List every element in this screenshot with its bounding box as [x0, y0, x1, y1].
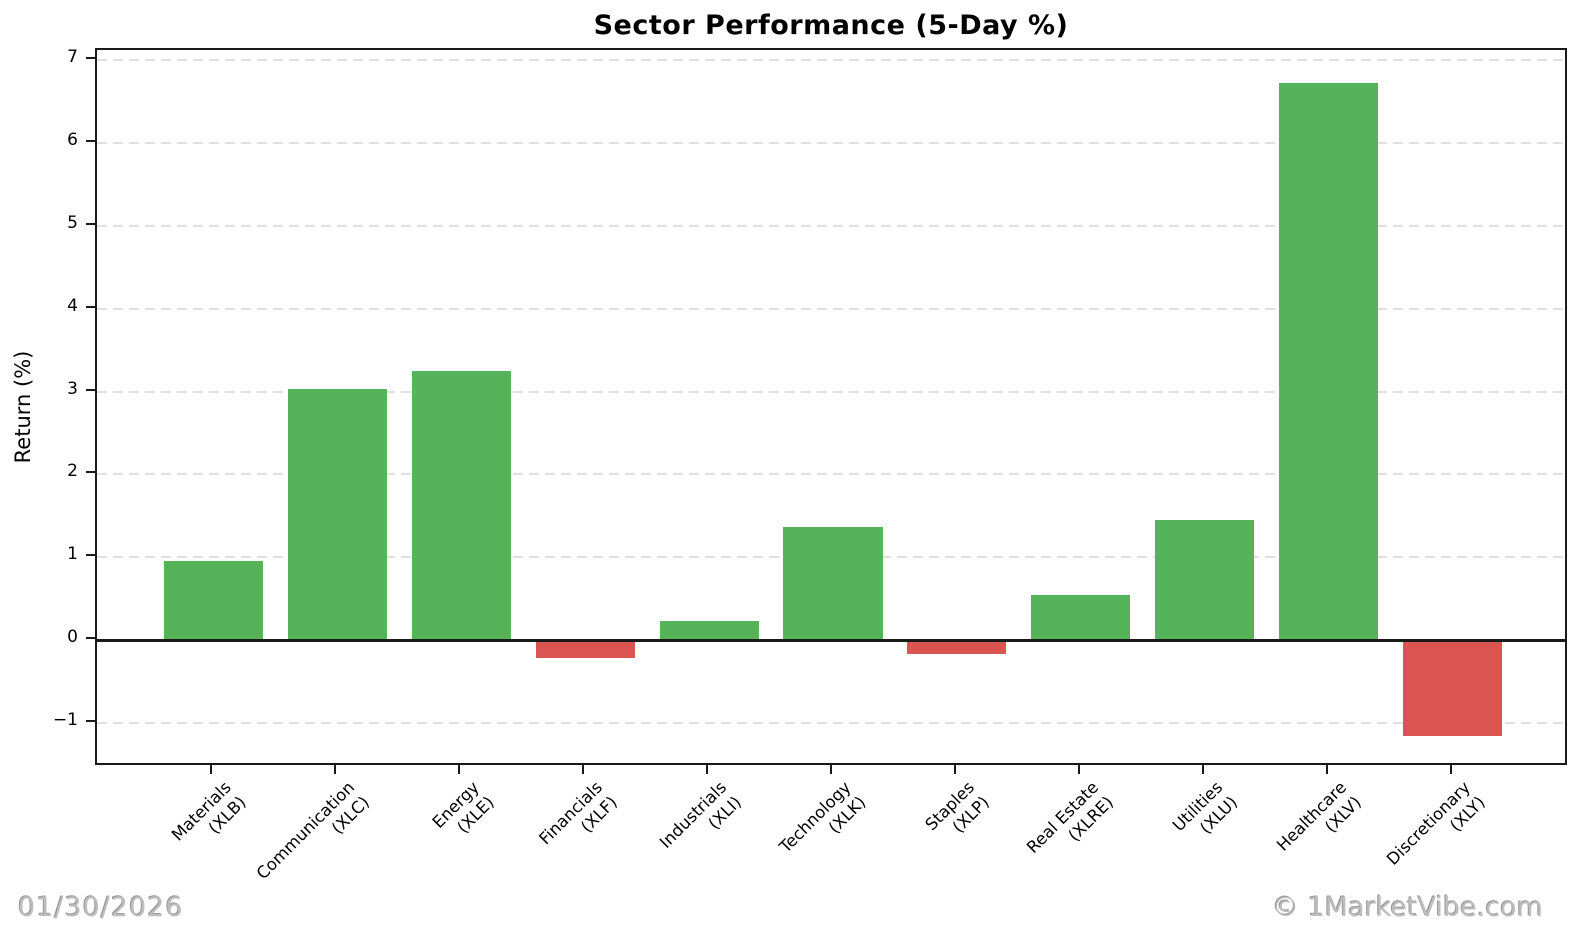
x-tick [830, 765, 832, 774]
x-tick-label-communication-xlc: Communication (XLC) [253, 777, 374, 884]
gridline-y--1 [97, 722, 1565, 725]
bar-technology-xlk [783, 527, 883, 641]
x-tick-label-staples-xlp: Staples (XLP) [921, 777, 993, 837]
x-tick [210, 765, 213, 774]
y-tick [86, 720, 95, 723]
bar-materials-xlb [163, 561, 264, 641]
bar-energy-xle [411, 370, 511, 641]
y-tick-label: 3 [67, 378, 78, 399]
chart-title: Sector Performance (5-Day %) [593, 10, 1069, 41]
chart-date: 01/30/2026 [18, 892, 184, 923]
bar-healthcare-xlv [1279, 83, 1379, 641]
y-tick [86, 388, 95, 391]
x-tick-label-healthcare-xlv: Healthcare (XLV) [1272, 777, 1365, 855]
x-tick [706, 765, 709, 774]
x-tick-label-technology-xlk: Technology (XLK) [775, 777, 869, 857]
x-tick-label-materials-xlb: Materials (XLB) [167, 777, 250, 845]
x-tick-label-industrials-xli: Industrials (XLI) [656, 777, 746, 852]
x-tick [458, 765, 461, 774]
gridline-y-5 [97, 224, 1565, 227]
watermark: © 1MarketVibe.com [1272, 892, 1543, 923]
y-tick [86, 305, 95, 308]
plot-area [95, 48, 1567, 765]
gridline-y-3 [97, 390, 1565, 393]
bar-utilities-xlu [1155, 519, 1255, 641]
y-tick-label: 4 [67, 295, 78, 316]
x-tick [1077, 765, 1080, 774]
gridline-y-7 [97, 58, 1565, 61]
bar-staples-xlp [907, 640, 1007, 655]
gridline-y-2 [97, 473, 1565, 476]
bar-discretionary-xly [1402, 640, 1503, 737]
x-tick-label-discretionary-xly: Discretionary (XLY) [1382, 777, 1489, 869]
bar-industrials-xli [659, 621, 759, 641]
gridline-y-6 [97, 141, 1565, 144]
x-tick [1449, 765, 1452, 774]
y-tick-label: 1 [67, 544, 78, 565]
x-tick-label-real-estate-xlre: Real Estate (XLRE) [1022, 777, 1117, 857]
x-tick-label-energy-xle: Energy (XLE) [428, 777, 498, 837]
y-tick-label: 0 [67, 627, 78, 648]
y-tick [86, 554, 95, 557]
bar-real-estate-xlre [1031, 594, 1131, 641]
zero-axis-line [97, 638, 1565, 642]
y-tick-label: −1 [52, 710, 78, 731]
gridline-y-4 [97, 307, 1565, 310]
bar-financials-xlf [535, 640, 635, 659]
y-tick-label: 7 [67, 46, 78, 67]
x-tick [953, 765, 956, 774]
y-tick-label: 6 [67, 129, 78, 150]
y-tick-label: 5 [67, 212, 78, 233]
x-tick [334, 765, 337, 774]
x-tick [1201, 765, 1204, 774]
x-tick [582, 765, 585, 774]
y-tick [86, 222, 95, 225]
y-tick [86, 637, 95, 640]
x-tick-label-utilities-xlu: Utilities (XLU) [1168, 777, 1241, 838]
y-tick [86, 139, 95, 142]
y-tick-label: 2 [67, 461, 78, 482]
y-tick [86, 471, 95, 474]
x-tick-label-financials-xlf: Financials (XLF) [535, 777, 622, 849]
bar-communication-xlc [287, 389, 387, 641]
y-tick [86, 56, 95, 59]
x-tick [1325, 765, 1328, 774]
